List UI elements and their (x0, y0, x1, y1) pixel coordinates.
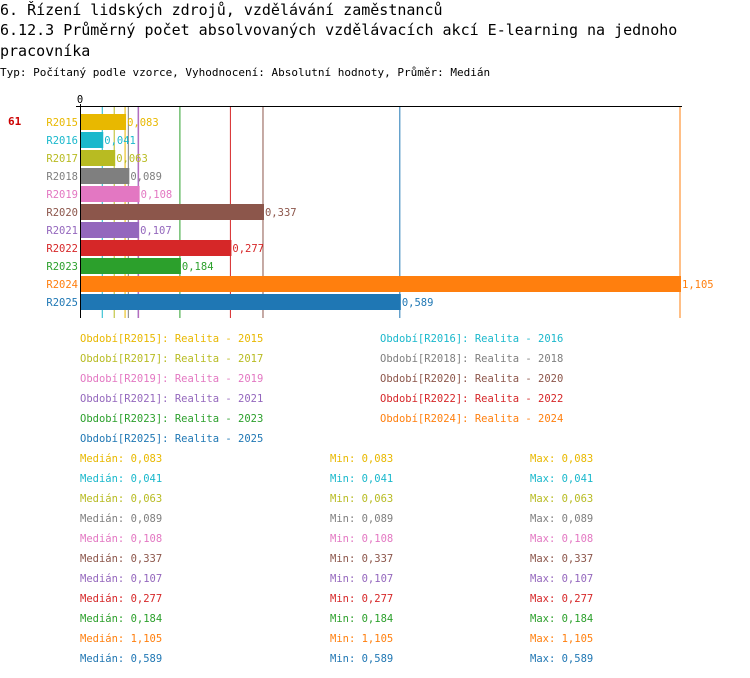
stat-median: Medián: 0,063 (80, 493, 163, 505)
legend-item: Období[R2021]: Realita - 2021 (80, 393, 264, 405)
bar-r2015 (81, 114, 127, 130)
stat-median: Medián: 0,184 (80, 613, 163, 625)
bar-r2025 (81, 294, 401, 310)
stat-max: Max: 0,107 (530, 573, 594, 585)
bar-r2020 (81, 204, 264, 220)
category-label-r2015: R2015 (46, 117, 78, 129)
bar-r2016 (81, 132, 104, 148)
stat-max: Max: 0,184 (530, 613, 594, 625)
category-label-r2024: R2024 (46, 279, 78, 291)
value-label-r2020: 0,337 (265, 207, 297, 219)
value-label-r2021: 0,107 (140, 225, 172, 237)
bar-r2018 (81, 168, 130, 184)
legend-item: Období[R2015]: Realita - 2015 (80, 333, 264, 345)
stat-median: Medián: 0,277 (80, 593, 163, 605)
stat-min: Min: 0,041 (330, 473, 394, 485)
legend-item: Období[R2022]: Realita - 2022 (380, 393, 564, 405)
legend-item: Období[R2018]: Realita - 2018 (380, 353, 564, 365)
value-label-r2016: 0,041 (104, 135, 136, 147)
stat-median: Medián: 0,107 (80, 573, 163, 585)
category-label-r2021: R2021 (46, 225, 78, 237)
value-label-r2018: 0,089 (130, 171, 162, 183)
stat-max: Max: 0,083 (530, 453, 594, 465)
stat-median: Medián: 0,041 (80, 473, 163, 485)
category-label-r2019: R2019 (46, 189, 78, 201)
bar-r2021 (81, 222, 140, 238)
stat-min: Min: 0,589 (330, 653, 394, 665)
stat-min: Min: 0,063 (330, 493, 394, 505)
category-label-r2018: R2018 (46, 171, 78, 183)
category-label-r2025: R2025 (46, 297, 78, 309)
section-title: 6. Řízení lidských zdrojů, vzdělávání za… (0, 1, 443, 19)
bar-r2019 (81, 186, 140, 202)
legend-item: Období[R2025]: Realita - 2025 (80, 433, 264, 445)
stat-max: Max: 0,337 (530, 553, 594, 565)
stat-max: Max: 0,108 (530, 533, 594, 545)
stat-max: Max: 0,277 (530, 593, 594, 605)
category-label-r2022: R2022 (46, 243, 78, 255)
stat-min: Min: 0,107 (330, 573, 394, 585)
category-label-r2020: R2020 (46, 207, 78, 219)
indicator-badge: 61 (8, 115, 22, 128)
stat-median: Medián: 1,105 (80, 633, 163, 645)
bar-r2017 (81, 150, 116, 166)
legend-item: Období[R2016]: Realita - 2016 (380, 333, 564, 345)
stat-min: Min: 0,184 (330, 613, 394, 625)
stat-min: Min: 0,089 (330, 513, 394, 525)
bar-r2023 (81, 258, 181, 274)
category-label-r2023: R2023 (46, 261, 78, 273)
value-label-r2025: 0,589 (402, 297, 434, 309)
stat-median: Medián: 0,083 (80, 453, 163, 465)
value-label-r2019: 0,108 (141, 189, 173, 201)
bar-r2022 (81, 240, 232, 256)
stat-max: Max: 1,105 (530, 633, 594, 645)
bar-chart: 0 R2015 0,083 R2016 0,041 R2017 0,063 R2018 0,08… (46, 94, 714, 318)
stat-max: Max: 0,089 (530, 513, 594, 525)
legend-item: Období[R2020]: Realita - 2020 (380, 373, 564, 385)
bar-r2024 (81, 276, 681, 292)
stat-min: Min: 0,083 (330, 453, 394, 465)
stat-min: Min: 0,337 (330, 553, 394, 565)
stat-max: Max: 0,589 (530, 653, 594, 665)
stat-min: Min: 0,277 (330, 593, 394, 605)
legend-item: Období[R2017]: Realita - 2017 (80, 353, 264, 365)
stat-median: Medián: 0,089 (80, 513, 163, 525)
stat-min: Min: 1,105 (330, 633, 394, 645)
stat-max: Max: 0,041 (530, 473, 594, 485)
legend-item: Období[R2023]: Realita - 2023 (80, 413, 264, 425)
category-label-r2017: R2017 (46, 153, 78, 165)
stat-median: Medián: 0,589 (80, 653, 163, 665)
value-label-r2015: 0,083 (127, 117, 159, 129)
legend-item: Období[R2019]: Realita - 2019 (80, 373, 264, 385)
category-label-r2016: R2016 (46, 135, 78, 147)
value-label-r2023: 0,184 (182, 261, 214, 273)
stat-min: Min: 0,108 (330, 533, 394, 545)
stat-median: Medián: 0,337 (80, 553, 163, 565)
indicator-meta: Typ: Počítaný podle vzorce, Vyhodnocení:… (0, 66, 491, 79)
value-label-r2017: 0,063 (116, 153, 148, 165)
stat-max: Max: 0,063 (530, 493, 594, 505)
value-label-r2024: 1,105 (682, 279, 714, 291)
stat-median: Medián: 0,108 (80, 533, 163, 545)
indicator-title: 6.12.3 Průměrný počet absolvovaných vzdě… (0, 21, 678, 60)
legend-item: Období[R2024]: Realita - 2024 (380, 413, 564, 425)
value-label-r2022: 0,277 (232, 243, 264, 255)
axis-zero-label: 0 (77, 94, 83, 106)
